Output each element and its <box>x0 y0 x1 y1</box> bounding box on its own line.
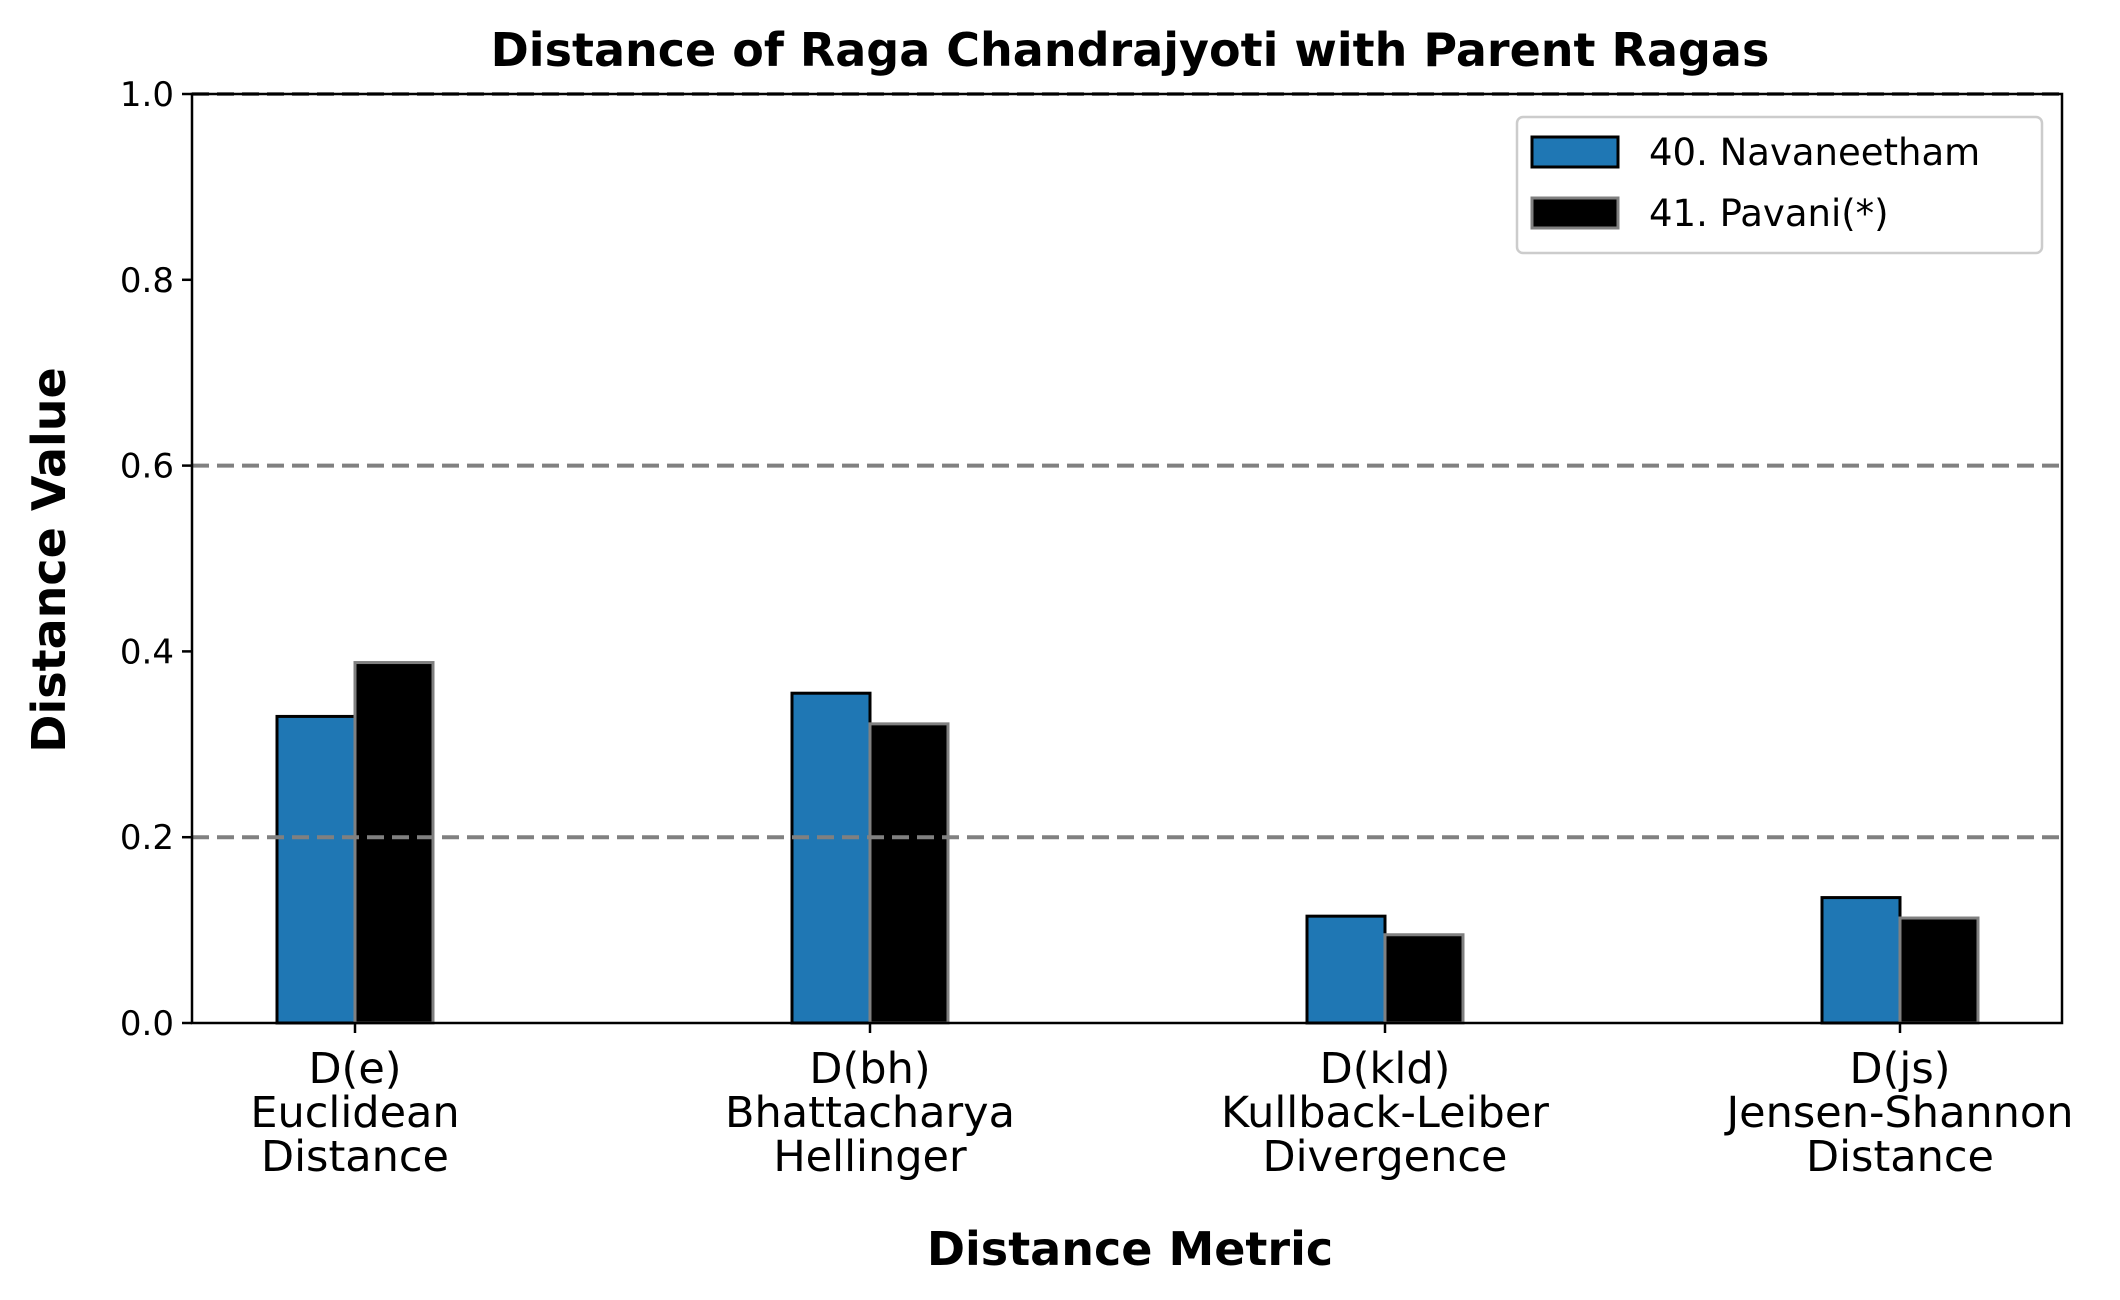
plot-area: 0.0 0.2 0.4 0.6 0.8 1.0 D(e) Euclidean Distance D… <box>120 75 2074 1182</box>
x-tick-label-1: D(e) Euclidean Distance <box>250 1044 459 1182</box>
legend-label-1: 40. Navaneetham <box>1649 131 1980 174</box>
bar-2-2 <box>868 722 950 1025</box>
legend-box <box>1515 115 2044 255</box>
plot-frame <box>190 92 2064 1025</box>
y-tick-label-6: 1.0 <box>120 75 174 115</box>
y-tick-label-2: 0.2 <box>120 818 174 858</box>
x-axis-label: Distance Metric <box>927 1222 1333 1276</box>
chart-title: Distance of Raga Chandrajyoti with Paren… <box>491 23 1770 77</box>
bar-1-1 <box>275 714 357 1025</box>
legend-swatch-2 <box>1530 196 1620 230</box>
x-tick-label-3: D(kld) Kullback-Leiber Divergence <box>1221 1044 1549 1182</box>
legend: 40. Navaneetham 41. Pavani(*) <box>1515 115 2044 255</box>
x-tick-label-2: D(bh) Bhattacharya Hellinger <box>725 1044 1015 1182</box>
bar-2-1 <box>353 661 435 1025</box>
bar-2-4 <box>1898 916 1980 1025</box>
y-tick-label-5: 0.8 <box>120 261 174 301</box>
bar-2-3 <box>1383 933 1465 1025</box>
y-tick-label-3: 0.4 <box>120 632 174 672</box>
legend-label-2: 41. Pavani(*) <box>1649 192 1889 235</box>
y-axis-label: Distance Value <box>22 367 76 752</box>
legend-swatch-1 <box>1530 135 1620 169</box>
bar-1-2 <box>790 691 872 1025</box>
bar-1-3 <box>1305 914 1387 1025</box>
bar-1-4 <box>1820 896 1902 1025</box>
y-tick-label-1: 0.0 <box>120 1004 174 1044</box>
x-tick-label-4: D(js) Jensen-Shannon Distance <box>1724 1044 2074 1182</box>
y-tick-label-4: 0.6 <box>120 447 174 487</box>
